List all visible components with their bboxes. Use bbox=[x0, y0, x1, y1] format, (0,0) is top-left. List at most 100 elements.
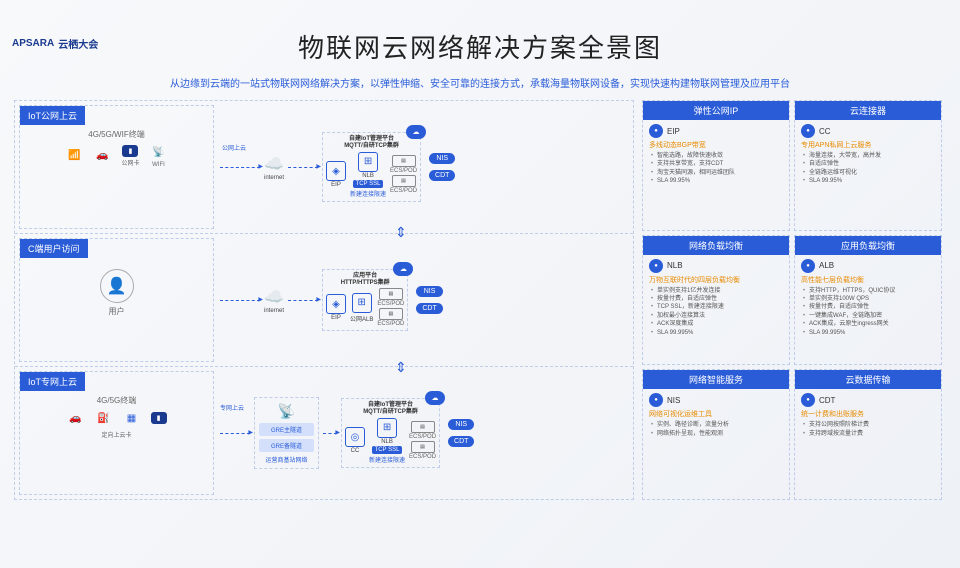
cloud-icon: ☁️ bbox=[264, 154, 284, 174]
product-icon: ● bbox=[649, 124, 663, 138]
product-card: 云连接器●CC专用APN私网上云服务海量连接，大带宽，高并发自适应弹性全链路运维… bbox=[794, 100, 942, 231]
nis-pill: NIS bbox=[429, 153, 455, 164]
antenna-icon: 📡 bbox=[278, 402, 296, 420]
list-item: 全链路运维可视化 bbox=[803, 169, 935, 177]
list-item: 支持共享带宽，支持CDT bbox=[651, 160, 783, 168]
product-card: 网络负载均衡 ●NLB 万物互联时代的四层负载均衡单实例支持1亿并发连接按量付费，自… bbox=[642, 235, 790, 366]
list-item: 支持HTTP，HTTPS，QUIC协议 bbox=[803, 287, 935, 295]
vpc-badge-icon: ☁ bbox=[393, 262, 413, 276]
list-item: 海量连接，大带宽，高并发 bbox=[803, 152, 935, 160]
list-item: 实例、路径诊断，流量分析 bbox=[651, 421, 783, 429]
card-feature-list: 单实例支持1亿并发连接按量付费，自适应弹性TCP SSL，新建连接限速加权最小连… bbox=[649, 287, 783, 337]
card-feature: 网络可视化运维工具 bbox=[649, 409, 783, 419]
row1-terminal-label: 4G/5G/WIF终端 bbox=[88, 129, 144, 140]
list-item: 加权最小连接算法 bbox=[651, 312, 783, 320]
nis-pill: NIS bbox=[448, 419, 474, 430]
nis-pill: NIS bbox=[416, 286, 442, 297]
car-icon: 🚗 bbox=[93, 147, 111, 165]
product-icon: ● bbox=[649, 259, 663, 273]
product-card: 应用负载均衡●ALB高性能七层负载均衡支持HTTP，HTTPS，QUIC协议单实… bbox=[794, 235, 942, 366]
product-badge: ●CC bbox=[801, 124, 935, 138]
alb-icon: ⊞ bbox=[352, 293, 372, 313]
card-header: 网络负载均衡 bbox=[643, 236, 789, 255]
car-icon: 🚗 bbox=[67, 409, 85, 427]
product-card: 云数据传输●CDT统一计费和出账服务支持公网按照阶梯计费支持跨域按流量计费 bbox=[794, 369, 942, 500]
ecs-icon: ▤ bbox=[379, 308, 403, 320]
card-header: 弹性公网IP bbox=[643, 101, 789, 120]
product-card: 网络智能服务●NIS网络可视化运维工具实例、路径诊断，流量分析网络拓扑呈现，性能… bbox=[642, 369, 790, 500]
cdt-pill: CDT bbox=[416, 303, 442, 314]
carrier-label: 运营商基站网络 bbox=[266, 455, 308, 464]
row-iot-public: IoT公网上云 4G/5G/WIF终端 📶 🚗 ▮ 公网卡 bbox=[15, 101, 633, 234]
card-header: 应用负载均衡 bbox=[795, 236, 941, 255]
qr-icon: ▦ bbox=[123, 409, 141, 427]
product-badge: ●EIP bbox=[649, 124, 783, 138]
list-item: 支持公网按照阶梯计费 bbox=[803, 421, 935, 429]
ecs-icon: ▤ bbox=[392, 155, 416, 167]
product-icon: ● bbox=[801, 124, 815, 138]
card-feature-list: 实例、路径诊断，流量分析网络拓扑呈现，性能观测 bbox=[649, 421, 783, 438]
list-item: 淘宝天猫同源，相同运维团队 bbox=[651, 169, 783, 177]
product-cards-grid: 弹性公网IP●EIP多线动态BGP带宽智能选路，故障快速收敛支持共享带宽，支持C… bbox=[642, 100, 942, 500]
card-feature: 万物互联时代的四层负载均衡 bbox=[649, 275, 783, 285]
list-item: 自适应弹性 bbox=[803, 160, 935, 168]
card-header: 网络智能服务 bbox=[643, 370, 789, 389]
row1-link-label: 公网上云 bbox=[222, 143, 246, 152]
ecs-icon: ▤ bbox=[411, 441, 435, 453]
card-feature-list: 海量连接，大带宽，高并发自适应弹性全链路运维可视化SLA 99.95% bbox=[801, 152, 935, 186]
gre-backup-tunnel: GRE备隧道 bbox=[259, 439, 314, 452]
product-badge: ●CDT bbox=[801, 393, 935, 407]
card-feature: 专用APN私网上云服务 bbox=[801, 140, 935, 150]
product-badge: ●NIS bbox=[649, 393, 783, 407]
row3-link-label: 专网上云 bbox=[220, 403, 244, 412]
list-item: TCP SSL，新建连接限速 bbox=[651, 303, 783, 311]
vpc-badge-icon: ☁ bbox=[425, 391, 445, 405]
product-badge: ●NLB bbox=[649, 259, 783, 273]
list-item: 按量付费，自适应弹性 bbox=[651, 295, 783, 303]
page-subtitle: 从边缘到云端的一站式物联网网络解决方案，以弹性伸缩、安全可靠的连接方式，承载海量… bbox=[0, 75, 960, 90]
list-item: SLA 99.95% bbox=[651, 177, 783, 185]
cdt-pill: CDT bbox=[448, 436, 474, 447]
product-badge: ●ALB bbox=[801, 259, 935, 273]
gre-main-tunnel: GRE主隧道 bbox=[259, 423, 314, 436]
card-header: 云数据传输 bbox=[795, 370, 941, 389]
list-item: ACK集成，云原生ingress网关 bbox=[803, 320, 935, 328]
product-icon: ● bbox=[649, 393, 663, 407]
charger-icon: ⛽ bbox=[95, 409, 113, 427]
card-feature: 高性能七层负载均衡 bbox=[801, 275, 935, 285]
eip-icon: ◈ bbox=[326, 161, 346, 181]
cloud-icon: ☁️ bbox=[264, 287, 284, 307]
list-item: SLA 99.95% bbox=[803, 177, 935, 185]
brand-logo: APSARA 云栖大会 bbox=[12, 36, 98, 51]
ecs-icon: ▤ bbox=[392, 175, 416, 187]
list-item: 一键集成WAF，全链路加密 bbox=[803, 312, 935, 320]
product-card: 弹性公网IP●EIP多线动态BGP带宽智能选路，故障快速收敛支持共享带宽，支持C… bbox=[642, 100, 790, 231]
user-icon: 👤 bbox=[100, 269, 134, 303]
page-title: 物联网云网络解决方案全景图 bbox=[0, 28, 960, 65]
list-item: 支持跨域按流量计费 bbox=[803, 430, 935, 438]
eip-icon: ◈ bbox=[326, 294, 346, 314]
row2-header: C端用户访问 bbox=[20, 239, 88, 258]
row1-header: IoT公网上云 bbox=[20, 106, 85, 125]
public-card-icon: ▮ bbox=[122, 145, 138, 157]
list-item: 网络拓扑呈现，性能观测 bbox=[651, 430, 783, 438]
list-item: 智能选路，故障快速收敛 bbox=[651, 152, 783, 160]
nlb-icon: ⊞ bbox=[358, 152, 378, 172]
card-feature-list: 智能选路，故障快速收敛支持共享带宽，支持CDT淘宝天猫同源，相同运维团队SLA … bbox=[649, 152, 783, 186]
list-item: 按量付费，自适应弹性 bbox=[803, 303, 935, 311]
row3-terminal-label: 4G/5G终端 bbox=[97, 395, 137, 406]
card-feature-list: 支持公网按照阶梯计费支持跨域按流量计费 bbox=[801, 421, 935, 438]
list-item: 单实例支持100W QPS bbox=[803, 295, 935, 303]
card-header: 云连接器 bbox=[795, 101, 941, 120]
cc-icon: ◎ bbox=[345, 427, 365, 447]
row3-header: IoT专网上云 bbox=[20, 372, 85, 391]
cdt-pill: CDT bbox=[429, 170, 455, 181]
wifi-router-icon: 📶 bbox=[65, 147, 83, 165]
card-feature-list: 支持HTTP，HTTPS，QUIC协议单实例支持100W QPS按量付费，自适应… bbox=[801, 287, 935, 337]
list-item: SLA 99.995% bbox=[651, 329, 783, 337]
architecture-diagram: IoT公网上云 4G/5G/WIF终端 📶 🚗 ▮ 公网卡 bbox=[14, 100, 634, 500]
card-feature: 统一计费和出账服务 bbox=[801, 409, 935, 419]
row-iot-private: IoT专网上云 4G/5G终端 🚗 ⛽ ▦ ▮ 定向上云卡 专网上云 bbox=[15, 367, 633, 499]
directed-card-icon: ▮ bbox=[151, 412, 167, 424]
product-icon: ● bbox=[801, 393, 815, 407]
